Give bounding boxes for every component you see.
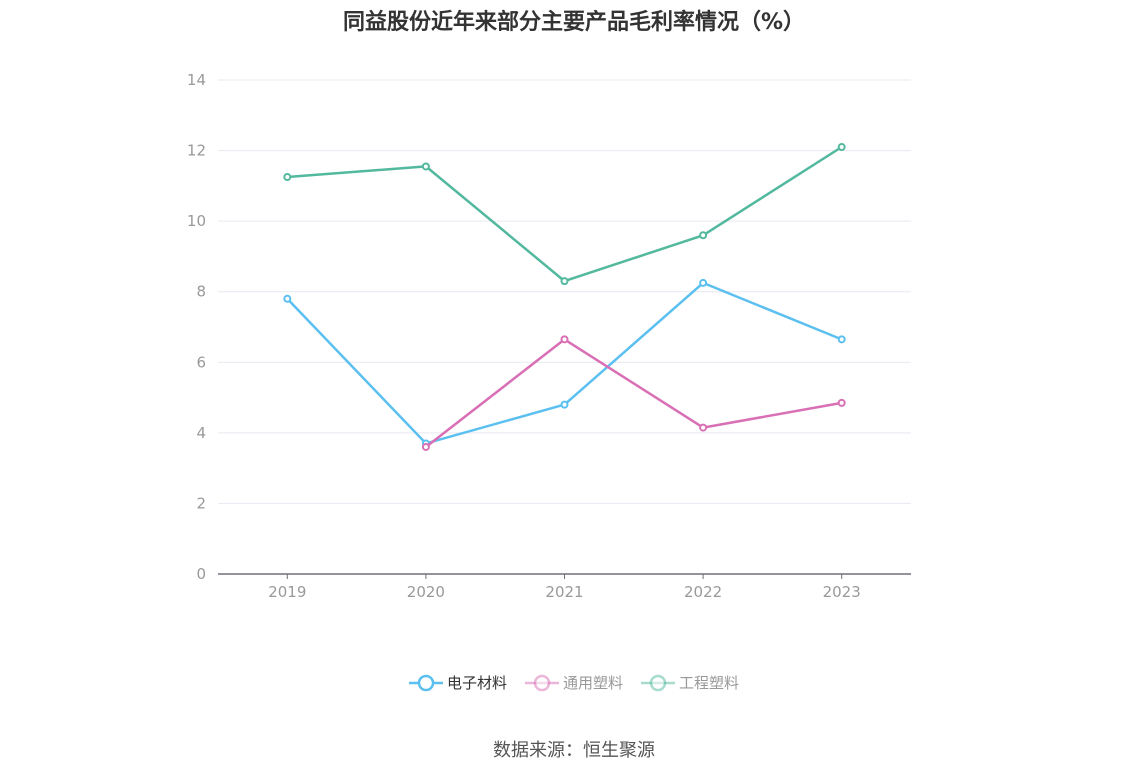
grid-lines [218, 79, 911, 504]
x-tick-label: 2022 [684, 583, 722, 601]
series-1 [283, 278, 846, 448]
data-point [560, 335, 569, 344]
x-tick-label: 2019 [268, 583, 306, 601]
legend: 电子材料 通用塑料 工程塑料 [0, 672, 1148, 693]
data-source-note: 数据来源：恒生聚源 [493, 740, 655, 761]
line-chart: 0 2 4 6 8 10 12 14 2019 2020 2021 2022 2023 [187, 71, 911, 601]
data-point [283, 294, 292, 303]
data-point [421, 442, 430, 451]
legend-label: 通用塑料 [562, 674, 623, 692]
x-axis: 2019 2020 2021 2022 2023 [218, 573, 911, 601]
series-line [287, 145, 843, 283]
y-tick-label: 0 [196, 565, 206, 583]
data-point [837, 398, 846, 407]
series-line [425, 338, 842, 448]
data-point [560, 400, 569, 409]
y-tick-label: 12 [187, 142, 206, 160]
legend-item[interactable]: 电子材料 [408, 672, 507, 693]
series-2 [421, 335, 846, 451]
y-tick-label: 6 [196, 353, 206, 371]
legend-line-marker-icon [524, 674, 559, 691]
x-tick-label: 2020 [407, 583, 445, 601]
legend-item[interactable]: 工程塑料 [641, 672, 739, 693]
x-tick-label: 2021 [545, 583, 583, 601]
y-tick-label: 14 [187, 71, 206, 89]
data-point [837, 335, 846, 344]
y-tick-label: 4 [196, 424, 206, 442]
data-point [699, 231, 708, 240]
chart-title: 同益股份近年来部分主要产品毛利率情况（%） [342, 10, 806, 35]
data-point [283, 173, 292, 182]
y-tick-label: 2 [196, 494, 206, 512]
series-lines [283, 143, 846, 451]
data-point [699, 278, 708, 287]
data-point [837, 143, 846, 152]
series-3 [283, 143, 846, 286]
y-axis: 0 2 4 6 8 10 12 14 [187, 71, 206, 583]
legend-line-marker-icon [408, 674, 443, 691]
series-line [286, 281, 843, 445]
legend-line-marker-icon [641, 674, 675, 691]
legend-label: 工程塑料 [679, 674, 740, 692]
y-tick-label: 10 [187, 212, 206, 230]
legend-label: 电子材料 [446, 674, 507, 692]
legend-item[interactable]: 通用塑料 [524, 672, 623, 693]
data-point [421, 162, 430, 171]
x-tick-label: 2023 [823, 583, 861, 601]
data-point [560, 277, 569, 286]
data-point [699, 423, 708, 432]
y-tick-label: 8 [196, 283, 206, 301]
